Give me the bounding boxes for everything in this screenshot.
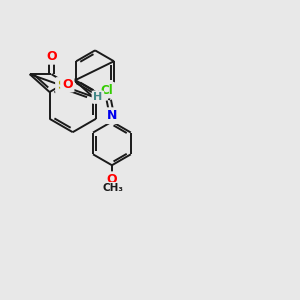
Text: Cl: Cl — [101, 84, 113, 97]
Text: O: O — [62, 77, 73, 91]
Text: O: O — [106, 172, 117, 186]
Text: H: H — [93, 92, 103, 102]
Text: N: N — [107, 109, 117, 122]
Text: CH₃: CH₃ — [102, 183, 123, 193]
Text: O: O — [46, 50, 57, 63]
Text: S: S — [57, 79, 65, 92]
